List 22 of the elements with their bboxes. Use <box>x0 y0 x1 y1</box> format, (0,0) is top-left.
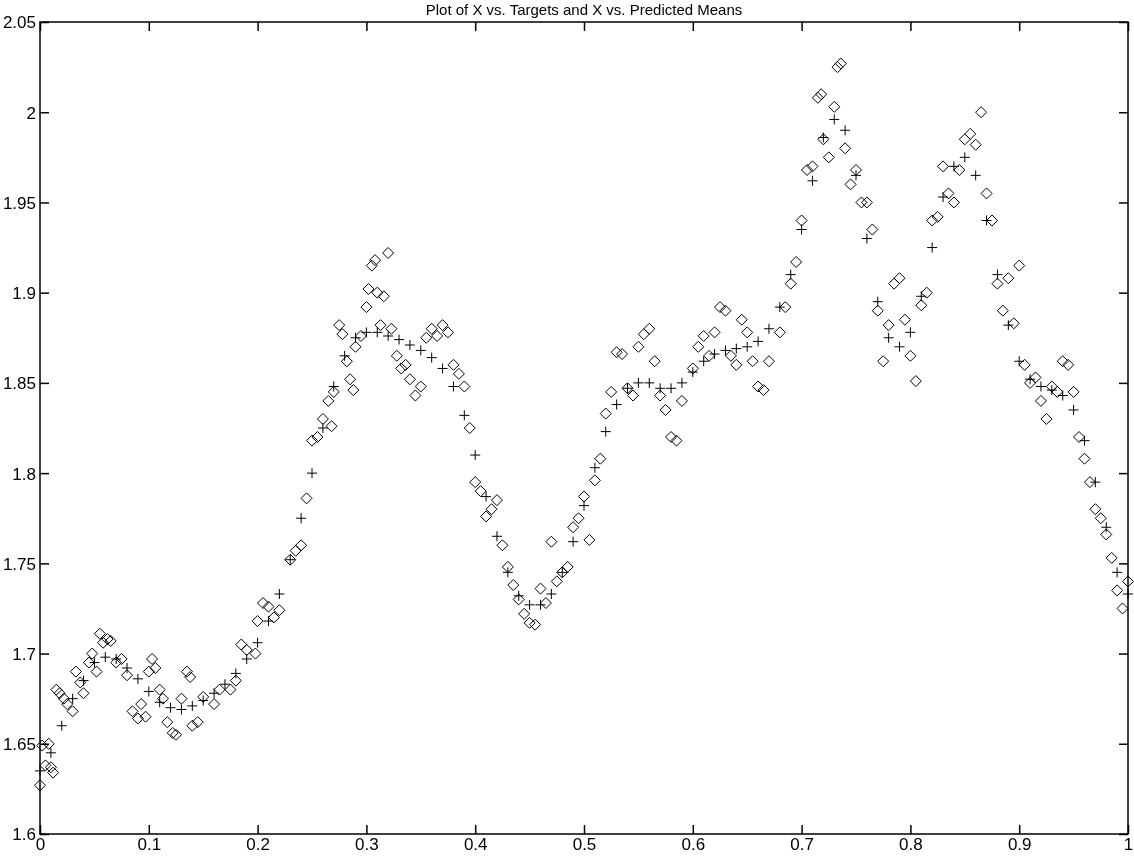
x-tick-label: 0.2 <box>246 835 270 855</box>
y-tick-label: 1.7 <box>12 645 36 665</box>
x-tick-label: 0.7 <box>790 835 814 855</box>
x-tick-label: 0.1 <box>137 835 162 855</box>
y-tick-label: 1.65 <box>2 735 36 755</box>
x-tick-label: 0.9 <box>1007 835 1032 855</box>
y-tick-label: 1.8 <box>12 464 36 484</box>
x-tick-label: 1 <box>1123 835 1134 855</box>
x-tick-label: 0.4 <box>463 835 488 855</box>
x-tick-label: 0.6 <box>681 835 706 855</box>
x-tick-label: 0 <box>35 835 46 855</box>
chart-title: Plot of X vs. Targets and X vs. Predicted Means <box>425 1 743 18</box>
x-tick-label: 0.3 <box>355 835 379 855</box>
y-tick-label: 1.9 <box>12 284 36 304</box>
y-tick-label: 1.85 <box>2 374 36 394</box>
y-tick-label: 1.75 <box>2 554 36 574</box>
x-tick-label: 0.8 <box>899 835 923 855</box>
y-tick-label: 2.05 <box>2 13 36 33</box>
y-tick-label: 2 <box>26 103 36 123</box>
x-tick-label: 0.5 <box>572 835 597 855</box>
y-tick-label: 1.95 <box>2 193 36 213</box>
y-tick-label: 1.6 <box>12 825 36 845</box>
